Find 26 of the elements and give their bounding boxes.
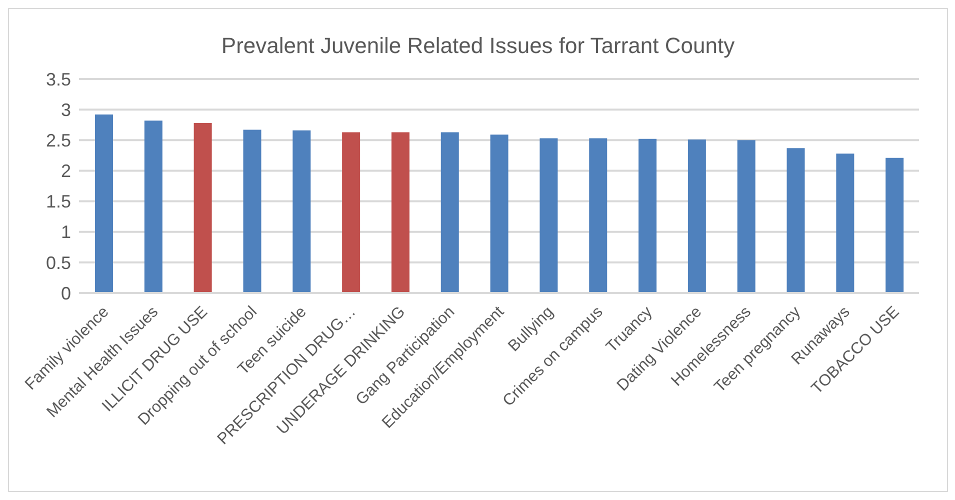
bar	[688, 140, 706, 293]
bar	[194, 123, 212, 293]
y-tick-label: 0.5	[46, 252, 71, 273]
bar	[638, 138, 657, 293]
chart-title: Prevalent Juvenile Related Issues for Tarrant County	[220, 33, 736, 60]
bar	[886, 158, 904, 293]
y-tick-label: 2.5	[46, 130, 71, 151]
bar	[292, 130, 311, 293]
bar	[490, 134, 508, 293]
bar	[342, 132, 360, 293]
bar	[786, 148, 805, 293]
bar	[440, 132, 459, 293]
y-tick-label: 2	[60, 161, 71, 182]
y-tick-label: 1.5	[46, 192, 71, 212]
bar	[737, 140, 756, 293]
y-tick-label: 0	[60, 283, 71, 304]
y-tick-label: 3.5	[46, 69, 71, 90]
bar	[391, 132, 410, 293]
bar	[836, 154, 854, 293]
y-tick-label: 3	[60, 100, 71, 120]
bar	[589, 138, 608, 293]
bar	[144, 120, 162, 293]
bar	[243, 130, 262, 293]
bar	[540, 138, 558, 293]
bar	[95, 114, 113, 293]
y-tick-label: 1	[60, 222, 71, 242]
